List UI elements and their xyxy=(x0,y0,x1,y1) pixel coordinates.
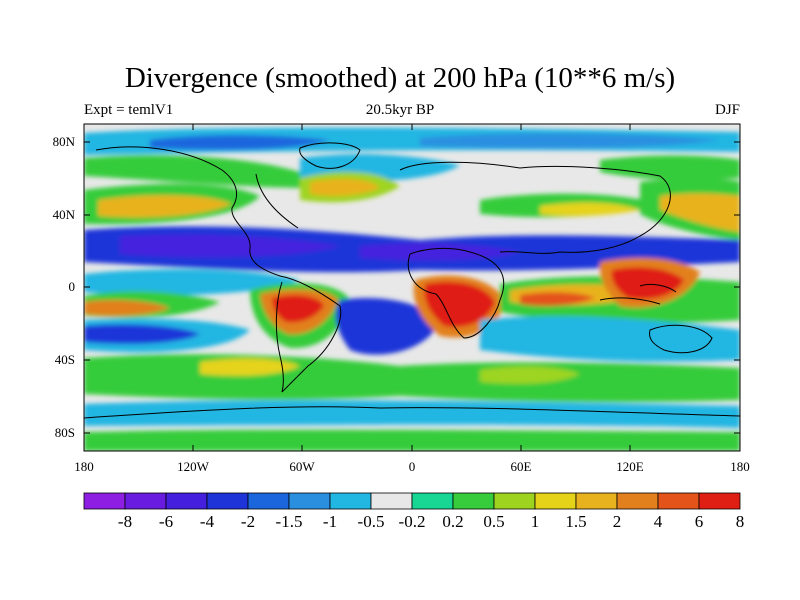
colorbar-label: 1 xyxy=(530,512,540,531)
colorbar xyxy=(83,492,741,510)
time-label: 20.5kyr BP xyxy=(365,102,435,118)
lon-label-180e: 180 xyxy=(730,459,750,474)
axis-ticks xyxy=(83,124,741,451)
colorbar-label: 2 xyxy=(612,512,622,531)
experiment-label: Expt = temlV1 xyxy=(84,102,174,118)
lat-label-40n: 40N xyxy=(52,207,75,222)
colorbar-label: 4 xyxy=(653,512,663,531)
colorbar-label: -4 xyxy=(199,512,215,531)
colorbar-swatch xyxy=(698,492,741,510)
coastlines xyxy=(84,142,740,419)
colorbar-label: 0.5 xyxy=(483,512,505,531)
colorbar-swatch xyxy=(452,492,495,510)
colorbar-label: -1.5 xyxy=(275,512,303,531)
colorbar-swatch xyxy=(616,492,659,510)
plot-title: Divergence (smoothed) at 200 hPa (10**6 … xyxy=(124,62,676,94)
lon-label-60w: 60W xyxy=(289,459,315,474)
colorbar-label: -1 xyxy=(322,512,338,531)
colorbar-swatch xyxy=(370,492,413,510)
colorbar-label: 1.5 xyxy=(565,512,587,531)
colorbar-swatch xyxy=(288,492,331,510)
colorbar-swatch xyxy=(534,492,577,510)
lat-label-80n: 80N xyxy=(52,134,75,149)
colorbar-label: -2 xyxy=(240,512,256,531)
colorbar-label: -0.5 xyxy=(357,512,385,531)
colorbar-swatch xyxy=(329,492,372,510)
colorbar-swatch xyxy=(206,492,249,510)
colorbar-label: -8 xyxy=(117,512,133,531)
colorbar-swatch xyxy=(411,492,454,510)
colorbar-label: 0.2 xyxy=(442,512,464,531)
lat-label-0: 0 xyxy=(68,279,76,294)
lon-label-180w: 180 xyxy=(74,459,94,474)
lat-label-80s: 80S xyxy=(54,425,75,440)
colorbar-swatch xyxy=(165,492,208,510)
colorbar-swatch xyxy=(247,492,290,510)
colorbar-label: -6 xyxy=(158,512,174,531)
lon-label-120e: 120E xyxy=(616,459,644,474)
colorbar-swatch xyxy=(657,492,700,510)
colorbar-swatch xyxy=(493,492,536,510)
map-field xyxy=(84,124,740,451)
colorbar-swatch xyxy=(83,492,126,510)
lon-label-120w: 120W xyxy=(177,459,209,474)
lat-label-40s: 40S xyxy=(54,352,75,367)
colorbar-swatch xyxy=(575,492,618,510)
season-label: DJF xyxy=(714,102,740,118)
lon-label-60e: 60E xyxy=(510,459,532,474)
colorbar-label: 6 xyxy=(694,512,704,531)
colorbar-label: 8 xyxy=(735,512,745,531)
colorbar-label: -0.2 xyxy=(398,512,426,531)
lon-label-0: 0 xyxy=(408,459,416,474)
colorbar-swatch xyxy=(124,492,167,510)
